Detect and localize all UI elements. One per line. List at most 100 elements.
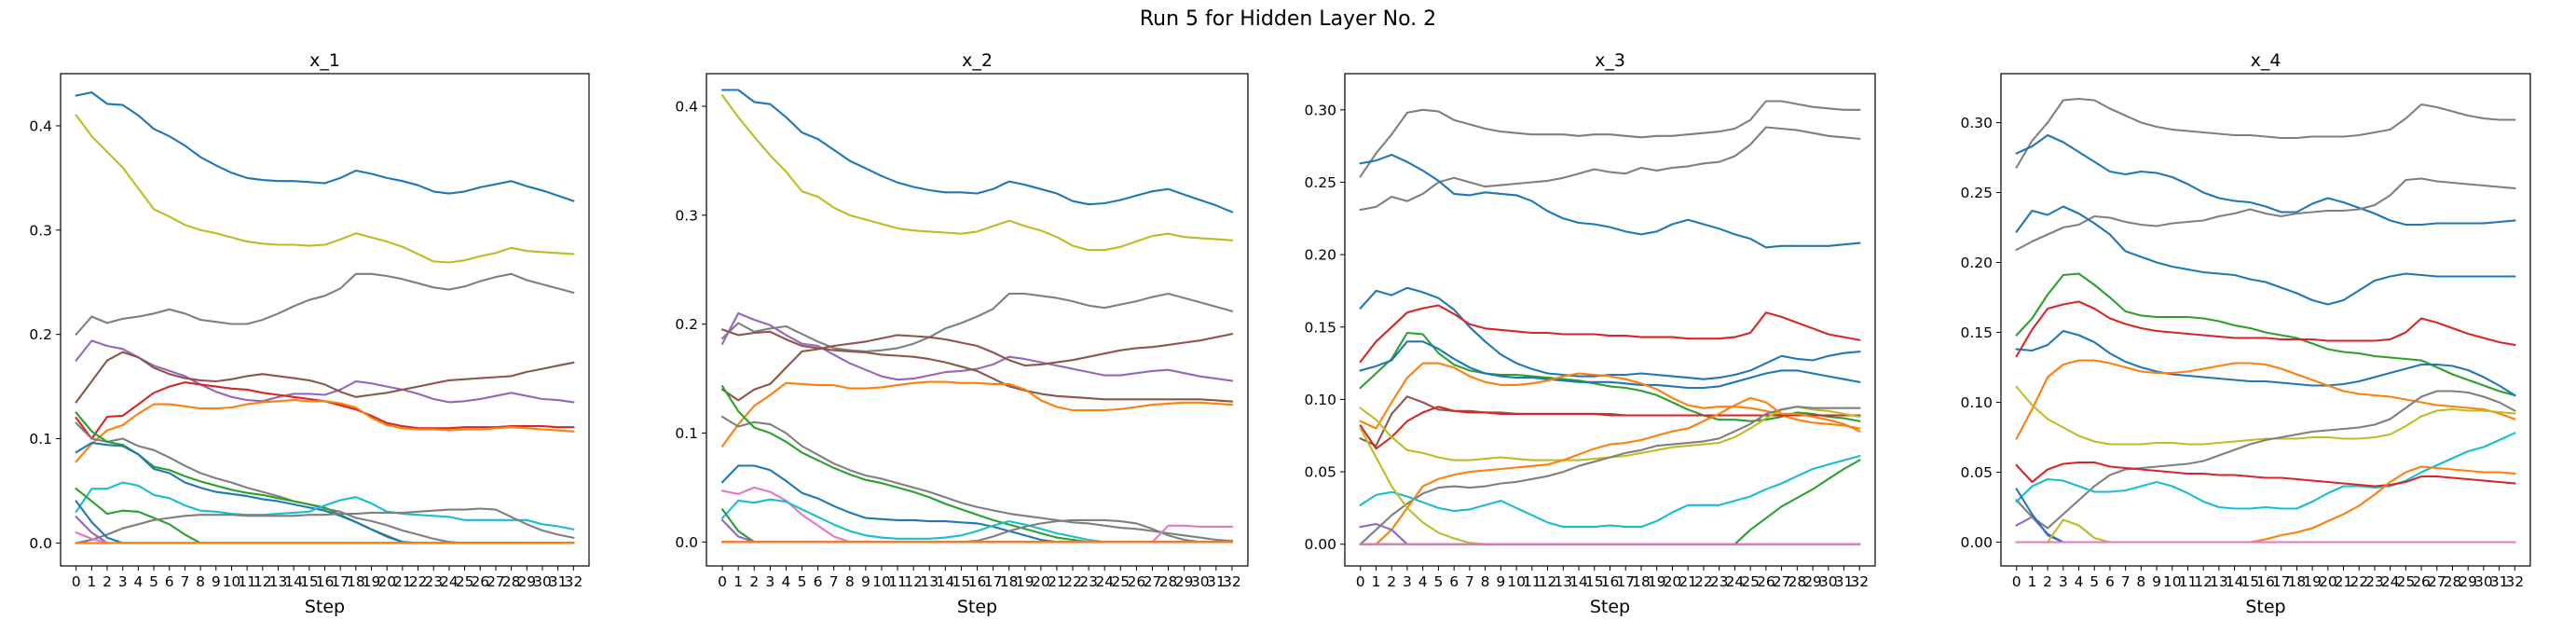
series-line-7 [75, 399, 575, 463]
x-tick-label: 23 [2365, 573, 2384, 590]
y-tick-label: 0.25 [1304, 174, 1336, 191]
x-tick-label: 27 [1773, 573, 1791, 590]
x-tick-label: 28 [1159, 573, 1178, 590]
x-tick-label: 21 [1048, 573, 1066, 590]
series-line-8 [2015, 359, 2516, 440]
x-tick-label: 16 [968, 573, 987, 590]
series-line-6 [1359, 331, 1861, 422]
x-tick-label: 11 [1523, 573, 1541, 590]
x-tick-label: 22 [1694, 573, 1713, 590]
x-tick-label: 14 [936, 573, 954, 590]
x-tick-label: 20 [1664, 573, 1682, 590]
x-tick-label: 11 [2179, 573, 2198, 590]
x-tick-label: 30 [533, 573, 552, 590]
x-tick-label: 31 [549, 573, 568, 590]
x-tick-label: 25 [456, 573, 474, 590]
chart-title: x_3 [1595, 50, 1625, 71]
y-tick-label: 0.25 [1960, 185, 1993, 201]
x-tick-label: 3 [1403, 573, 1412, 590]
series-line-7 [720, 380, 1234, 448]
y-tick-label: 0.4 [675, 99, 698, 116]
x-tick-label: 30 [1819, 573, 1838, 590]
x-tick-label: 7 [180, 573, 189, 590]
x-tick-label: 0 [72, 573, 81, 590]
x-tick-label: 16 [2256, 573, 2275, 590]
series-line-10 [1359, 406, 1861, 450]
y-tick-label: 0.20 [1304, 247, 1336, 264]
x-tick-label: 32 [564, 573, 582, 590]
x-tick-label: 27 [486, 573, 505, 590]
x-tick-label: 10 [872, 573, 891, 590]
x-tick-label: 3 [765, 573, 774, 590]
series-line-13 [1359, 396, 1861, 545]
series-line-8 [720, 415, 1234, 543]
x-tick-label: 0 [2012, 573, 2021, 590]
x-tick-label: 18 [1000, 573, 1019, 590]
x-tick-label: 26 [471, 573, 489, 590]
y-tick-label: 0.05 [1304, 464, 1336, 481]
series-line-4 [75, 339, 575, 404]
y-tick-label: 0.3 [675, 207, 698, 224]
x-axis-label: Step [957, 597, 997, 617]
y-tick-label: 0.00 [1960, 534, 1993, 551]
series-line-4 [720, 311, 1234, 382]
x-tick-label: 12 [253, 573, 272, 590]
x-tick-label: 12 [1539, 573, 1557, 590]
x-tick-label: 17 [2272, 573, 2291, 590]
x-tick-label: 9 [1496, 573, 1505, 590]
y-tick-label: 0.3 [29, 222, 52, 239]
x-tick-label: 10 [2163, 573, 2182, 590]
series-line-1 [721, 89, 1234, 214]
series-line-6 [2015, 300, 2516, 358]
y-tick-label: 0.1 [675, 425, 698, 442]
x-tick-label: 18 [347, 573, 365, 590]
figure-title: Run 5 for Hidden Layer No. 2 [1140, 7, 1436, 31]
series-line-2 [2015, 133, 2516, 227]
x-tick-label: 31 [1207, 573, 1226, 590]
y-tick-label: 0.0 [675, 534, 698, 551]
x-tick-label: 12 [904, 573, 923, 590]
chart-panel-2: 0 1 2 3 4 5 6 7 8 9 101112131415161718192021222324… [675, 50, 1249, 617]
series-line-11 [75, 481, 575, 531]
x-tick-label: 5 [149, 573, 158, 590]
series-group [720, 89, 1234, 544]
x-tick-label: 16 [316, 573, 335, 590]
x-tick-label: 8 [2136, 573, 2145, 590]
x-tick-label: 28 [2444, 573, 2462, 590]
x-tick-label: 4 [1418, 573, 1428, 590]
x-tick-label: 13 [269, 573, 288, 590]
x-tick-label: 9 [212, 573, 221, 590]
x-tick-label: 11 [888, 573, 907, 590]
series-line-5 [1359, 304, 1861, 364]
x-tick-label: 22 [409, 573, 428, 590]
y-tick-label: 0.2 [29, 326, 52, 343]
series-line-10 [2015, 390, 2516, 530]
x-tick-label: 21 [393, 573, 412, 590]
chart-title: x_1 [309, 50, 340, 71]
series-line-5 [720, 332, 1234, 402]
series-line-8 [1359, 362, 1861, 430]
y-tick-label: 0.30 [1304, 102, 1336, 118]
x-tick-label: 28 [1788, 573, 1806, 590]
x-tick-label: 15 [1585, 573, 1604, 590]
x-tick-label: 32 [1850, 573, 1869, 590]
x-tick-label: 5 [798, 573, 807, 590]
series-line-1 [1359, 100, 1861, 178]
x-tick-label: 1 [1372, 573, 1381, 590]
x-tick-label: 27 [1144, 573, 1162, 590]
chart-panel-1: 0 1 2 3 4 5 6 7 8 9 101112131415161718192021222324… [29, 50, 590, 617]
x-tick-label: 14 [284, 573, 303, 590]
x-tick-label: 29 [517, 573, 536, 590]
series-line-3 [720, 292, 1234, 352]
series-line-5 [75, 351, 575, 404]
chart-panel-4: 0 1 2 3 4 5 6 7 8 9 101112131415161718192021222324… [1960, 50, 2531, 617]
x-tick-label: 26 [2412, 573, 2431, 590]
x-tick-label: 0 [1356, 573, 1365, 590]
x-tick-label: 20 [377, 573, 396, 590]
x-tick-label: 10 [1507, 573, 1526, 590]
x-tick-label: 32 [2505, 573, 2524, 590]
x-tick-label: 30 [1191, 573, 1210, 590]
x-tick-label: 6 [2105, 573, 2115, 590]
